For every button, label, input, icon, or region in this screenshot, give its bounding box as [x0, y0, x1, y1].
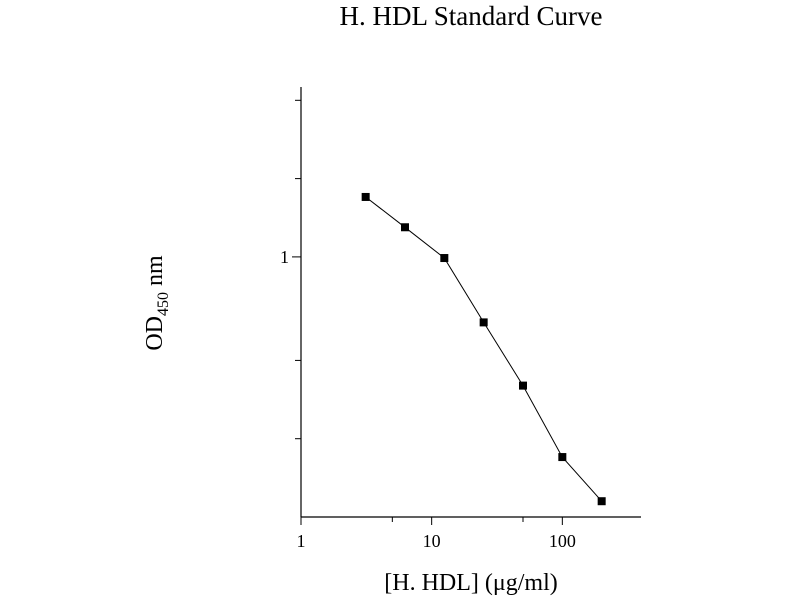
- y-tick-labels: 1: [280, 247, 289, 267]
- x-axis-label: [H. HDL] (μg/ml): [384, 570, 558, 596]
- x-tick-label: 10: [423, 531, 441, 551]
- data-point-marker: [558, 453, 567, 462]
- x-tick-labels: 1 10 100: [297, 531, 576, 551]
- y-axis-label: OD450 nm: [142, 255, 172, 351]
- y-axis-label-main: OD: [142, 316, 168, 351]
- x-tick-label: 1: [297, 531, 306, 551]
- y-axis-label-unit: nm: [142, 255, 168, 292]
- data-point-marker: [518, 381, 527, 390]
- data-point-marker: [597, 497, 606, 506]
- x-ticks: [300, 517, 563, 525]
- axes: [300, 87, 641, 518]
- data-point-marker: [479, 318, 488, 327]
- data-point-marker: [361, 192, 370, 201]
- y-axis-label-subscript: 450: [155, 292, 172, 316]
- data-point-marker: [400, 223, 409, 232]
- x-tick-label: 100: [549, 531, 576, 551]
- series-markers: [361, 192, 606, 506]
- y-tick-label: 1: [280, 247, 289, 267]
- y-ticks: [292, 99, 301, 440]
- chart-title: H. HDL Standard Curve: [340, 1, 603, 31]
- data-point-marker: [440, 254, 449, 263]
